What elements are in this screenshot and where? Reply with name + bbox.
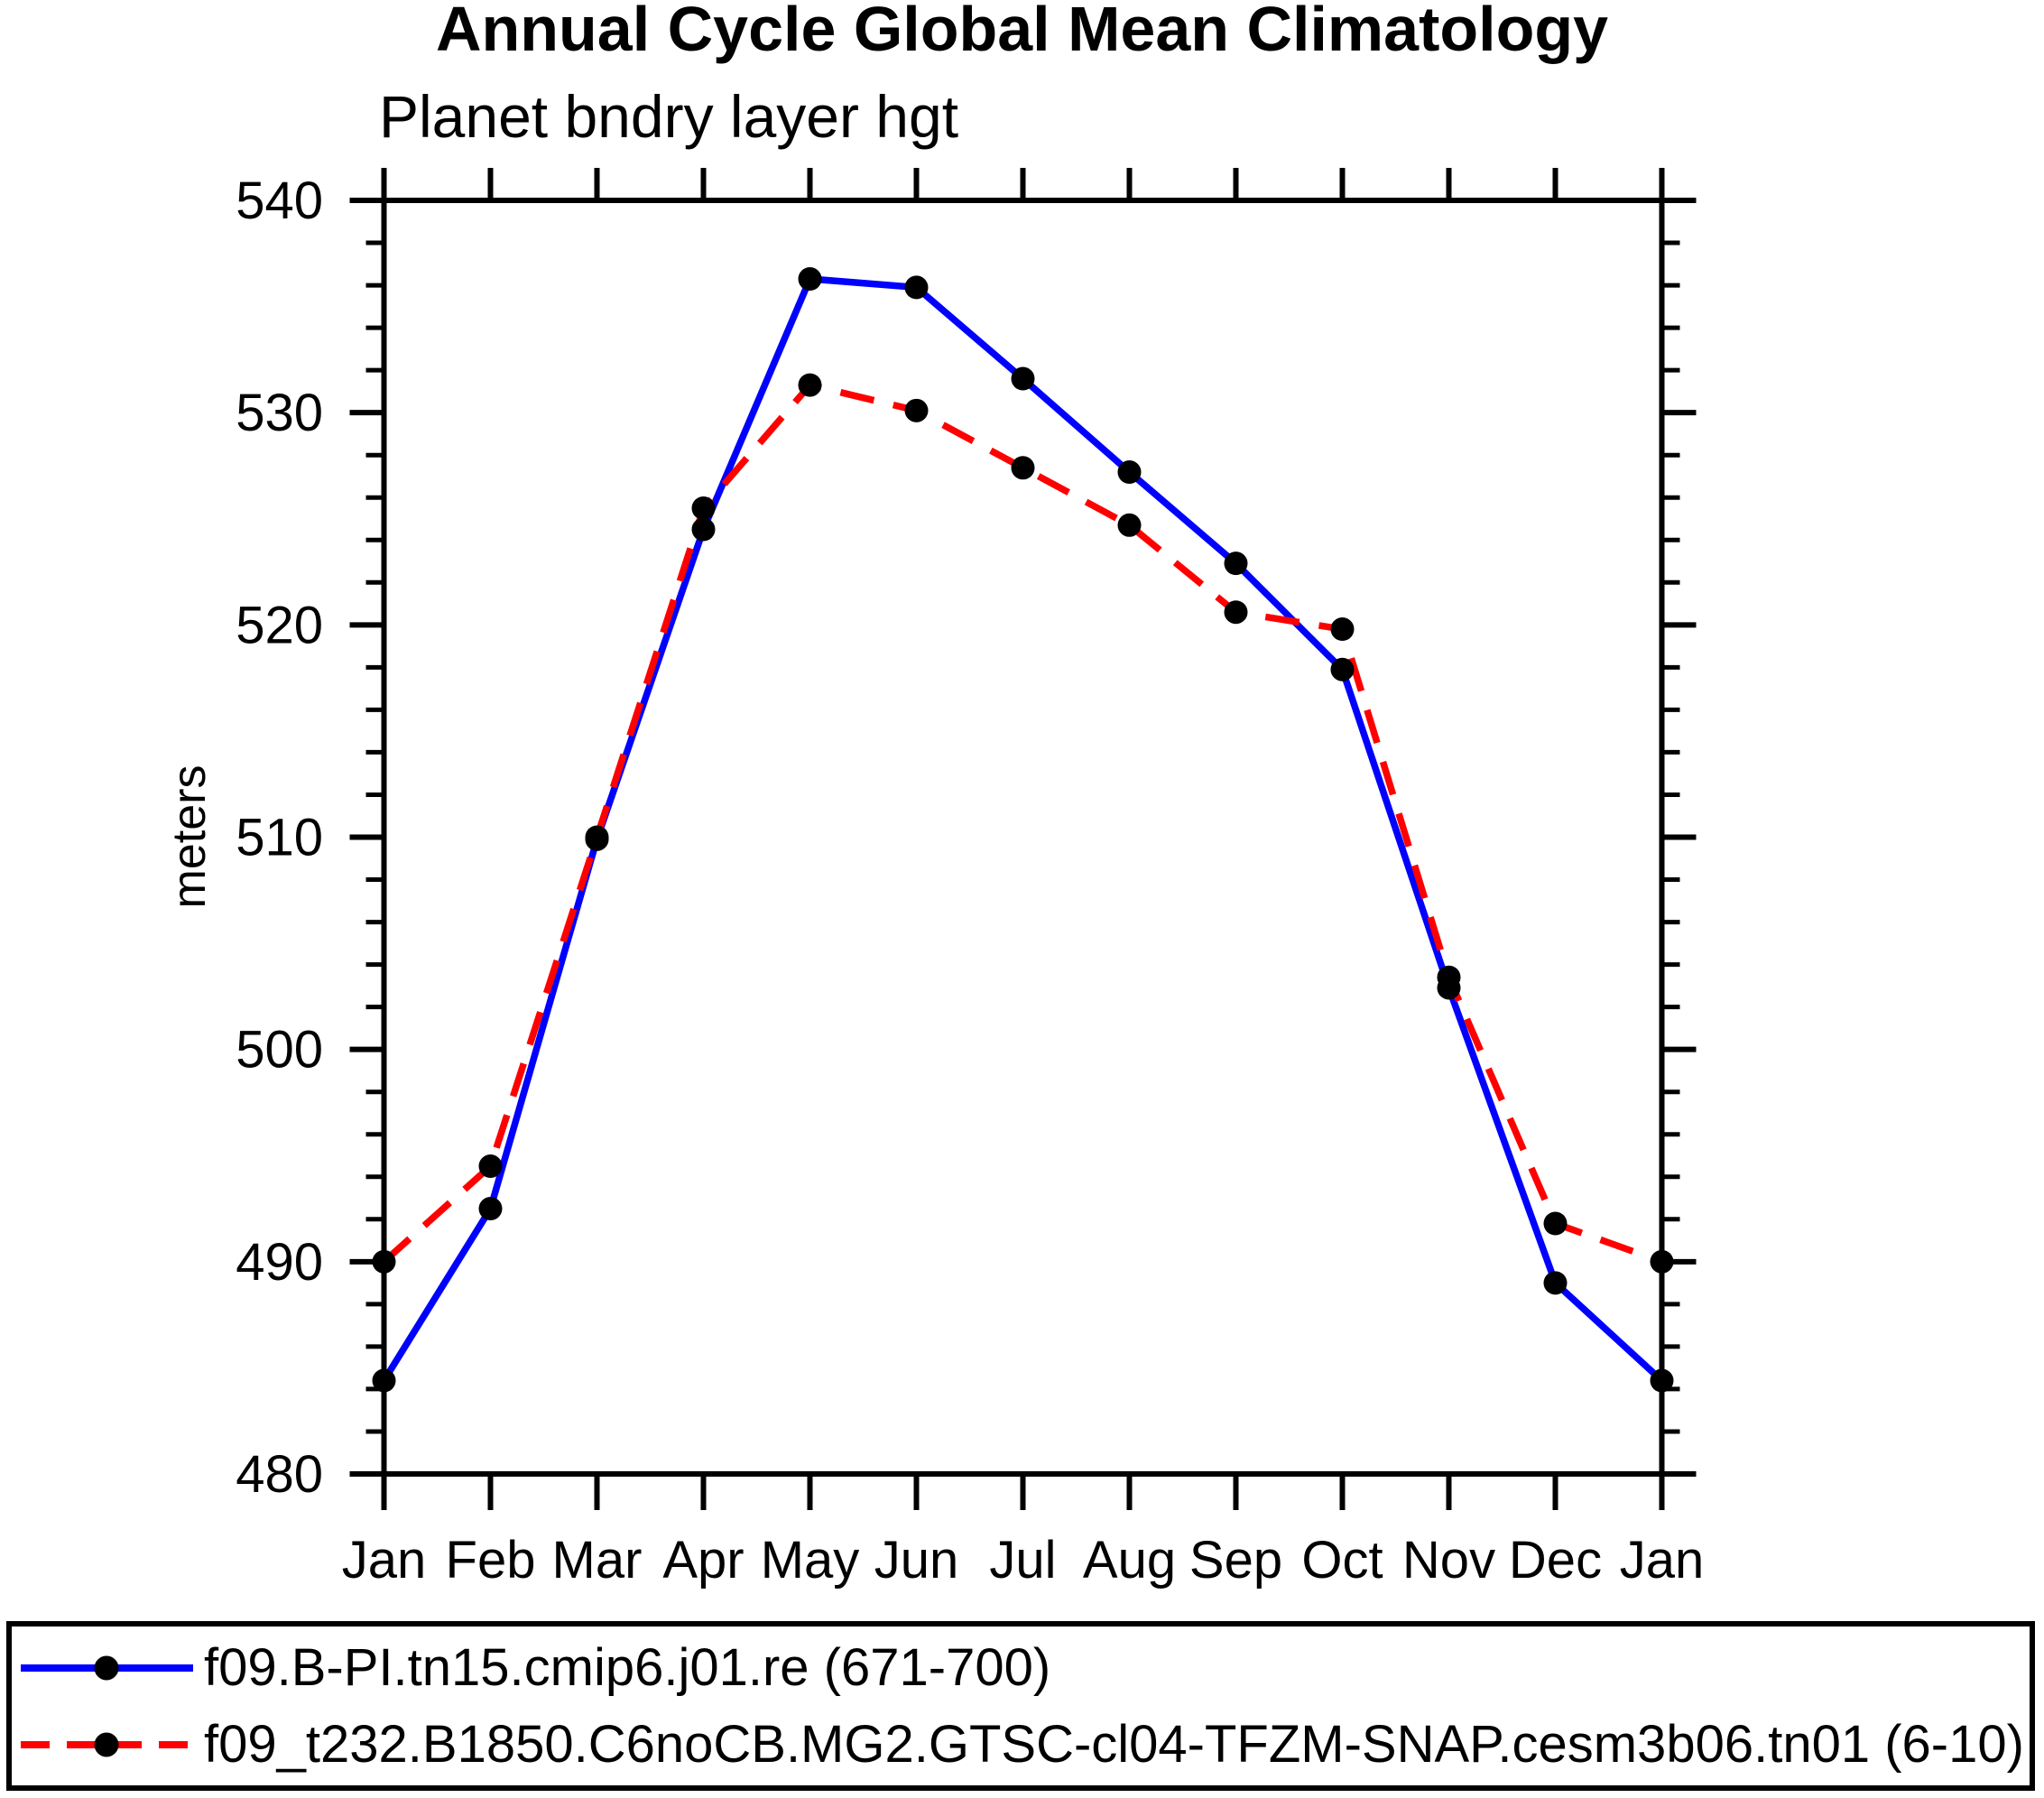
data-point-marker [1650, 1368, 1674, 1393]
y-tick-label: 520 [236, 596, 323, 654]
chart-title: Annual Cycle Global Mean Climatology [435, 0, 1609, 64]
x-tick-label: Feb [446, 1531, 536, 1589]
legend-item: f09_t232.B1850.C6noCB.MG2.GTSC-cl04-TFZM… [19, 1706, 2030, 1783]
legend-line-sample [21, 1732, 193, 1756]
x-tick-label: Oct [1301, 1531, 1383, 1589]
data-point-marker [1224, 600, 1248, 625]
data-point-marker [691, 496, 716, 520]
y-tick-label: 540 [236, 171, 323, 230]
legend-line-sample [21, 1655, 193, 1680]
legend-item: f09.B-PI.tn15.cmip6.j01.re (671-700) [19, 1629, 2030, 1706]
x-tick-label: Mar [552, 1531, 643, 1589]
data-point-marker [585, 825, 609, 849]
legend-box: f09.B-PI.tn15.cmip6.j01.re (671-700) f09_… [6, 1621, 2035, 1791]
y-tick-label: 510 [236, 809, 323, 867]
x-tick-label: May [761, 1531, 860, 1589]
x-tick-label: Jul [989, 1531, 1056, 1589]
x-tick-label: Aug [1083, 1531, 1176, 1589]
data-point-marker [478, 1154, 503, 1179]
x-tick-label: Jan [342, 1531, 427, 1589]
data-point-marker [1543, 1271, 1568, 1295]
legend-item-label: f09_t232.B1850.C6noCB.MG2.GTSC-cl04-TFZM… [204, 1714, 2024, 1774]
data-point-marker [1011, 456, 1035, 480]
data-point-marker [1437, 965, 1461, 989]
x-tick-label: Apr [662, 1531, 744, 1589]
data-point-marker [372, 1368, 396, 1393]
y-tick-label: 500 [236, 1021, 323, 1080]
x-tick-label: Jun [874, 1531, 959, 1589]
data-point-marker [904, 398, 929, 422]
data-point-marker [904, 275, 929, 300]
data-point-marker [1117, 513, 1142, 537]
data-point-marker [478, 1197, 503, 1221]
data-point-marker [1224, 551, 1248, 576]
legend-marker-dot [94, 1655, 119, 1680]
data-point-marker [691, 517, 716, 542]
data-point-marker [1011, 366, 1035, 391]
legend-item-label: f09.B-PI.tn15.cmip6.j01.re (671-700) [204, 1637, 1051, 1697]
y-tick-label: 530 [236, 384, 323, 442]
y-tick-label: 490 [236, 1233, 323, 1292]
data-point-marker [1330, 657, 1355, 681]
data-point-marker [1543, 1211, 1568, 1236]
data-point-marker [1117, 460, 1142, 485]
series-line-1 [381, 275, 1665, 1384]
data-point-marker [1330, 617, 1355, 642]
chart-subtitle: Planet bndry layer hgt [379, 83, 959, 150]
series-line-2 [381, 381, 1663, 1265]
data-point-marker [372, 1249, 396, 1274]
data-point-marker [798, 373, 822, 397]
data-point-marker [1650, 1249, 1674, 1274]
legend-marker-dot [94, 1732, 119, 1756]
x-tick-label: Dec [1509, 1531, 1602, 1589]
plot-frame [381, 198, 1665, 1477]
x-tick-label: Sep [1189, 1531, 1282, 1589]
y-tick-label: 480 [236, 1445, 323, 1504]
x-tick-label: Jan [1620, 1531, 1705, 1589]
x-tick-label: Nov [1402, 1531, 1495, 1589]
data-point-marker [798, 267, 822, 292]
